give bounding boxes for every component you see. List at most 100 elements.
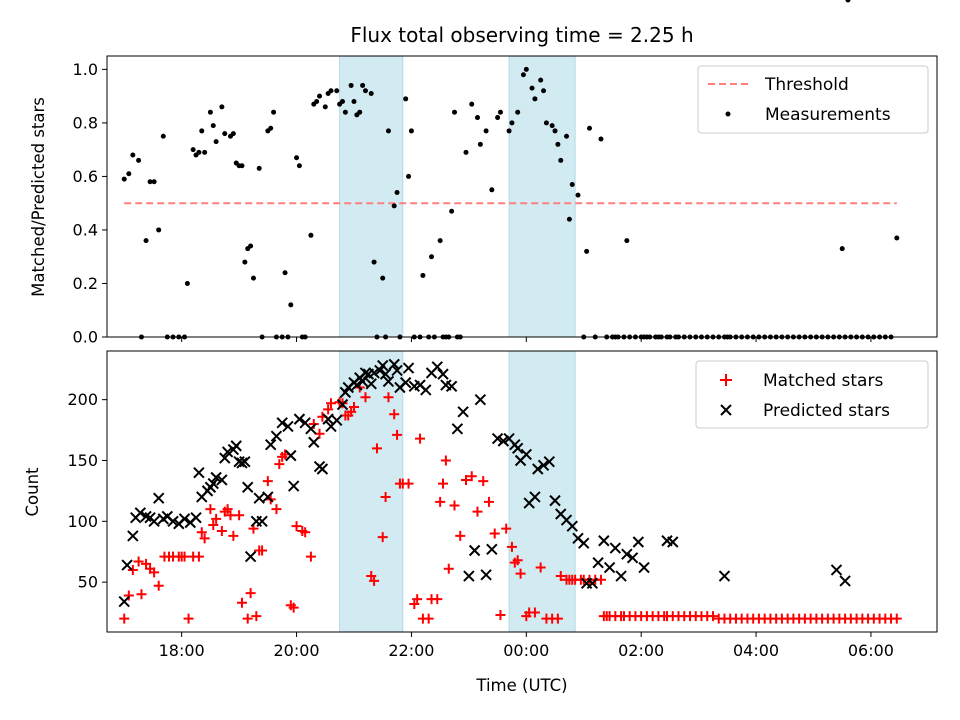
measurement-point bbox=[248, 243, 254, 249]
matched-star-point bbox=[412, 594, 423, 605]
matched-star-point bbox=[501, 523, 512, 534]
matched-star-point bbox=[472, 506, 483, 517]
predicted-star-point bbox=[391, 364, 403, 377]
measurement-point bbox=[368, 90, 374, 96]
bottom-x-axis: 18:00 20:00 22:00 00:00 02:00 04:00 06:00 bbox=[159, 632, 894, 660]
predicted-star-point bbox=[127, 530, 139, 542]
predicted-star-point bbox=[718, 570, 731, 582]
y-tick-label: 200 bbox=[67, 390, 98, 409]
measurement-point bbox=[515, 109, 521, 115]
bottom-axes-frame bbox=[106, 350, 938, 633]
predicted-star-point bbox=[270, 430, 283, 442]
measurement-point bbox=[495, 115, 501, 121]
matched-star-point bbox=[529, 607, 540, 618]
measurement-point bbox=[351, 98, 357, 104]
predicted-star-point bbox=[365, 378, 377, 390]
matched-star-point bbox=[271, 504, 282, 515]
predicted-star-point bbox=[134, 507, 147, 519]
matched-star-point bbox=[234, 510, 245, 521]
x-tick-label: 20:00 bbox=[273, 641, 319, 660]
matched-star-point bbox=[245, 588, 256, 599]
matched-star-point bbox=[495, 609, 506, 620]
measurement-point bbox=[268, 125, 274, 131]
measurement-point bbox=[385, 128, 391, 134]
top-y-axis: 0.0 0.2 0.4 0.6 0.8 1.0 bbox=[73, 60, 107, 347]
matched-stars-points bbox=[119, 382, 902, 624]
legend-matched-swatch bbox=[720, 374, 732, 386]
predicted-star-point bbox=[431, 361, 443, 373]
measurement-point bbox=[538, 77, 544, 83]
matched-star-point bbox=[377, 532, 388, 543]
bottom-panel: 50 100 150 200 18:00 20:00 22:00 00:00 02:00 04:… bbox=[23, 350, 938, 695]
predicted-star-point bbox=[264, 438, 277, 451]
predicted-star-point bbox=[420, 384, 432, 396]
measurement-point bbox=[489, 187, 495, 193]
predicted-star-point bbox=[621, 548, 633, 560]
predicted-star-point bbox=[331, 414, 343, 427]
measurement-point bbox=[317, 93, 323, 99]
measurement-point bbox=[403, 96, 409, 102]
measurement-point bbox=[219, 104, 225, 110]
matched-star-point bbox=[369, 575, 380, 586]
y-tick-label: 0.4 bbox=[73, 220, 98, 239]
predicted-star-point bbox=[287, 480, 300, 492]
bottom-y-axis: 50 100 150 200 bbox=[67, 390, 107, 592]
predicted-star-point bbox=[282, 420, 294, 433]
predicted-star-point bbox=[140, 510, 152, 523]
matched-star-point bbox=[242, 613, 253, 624]
predicted-star-point bbox=[529, 491, 541, 503]
measurement-point bbox=[348, 82, 354, 88]
measurement-point bbox=[156, 227, 162, 233]
measurement-point bbox=[469, 101, 475, 107]
measurement-point bbox=[282, 270, 288, 276]
legend-predicted-label: Predicted stars bbox=[763, 401, 890, 421]
predicted-star-point bbox=[219, 452, 231, 464]
predicted-star-point bbox=[638, 561, 650, 574]
matched-star-point bbox=[205, 504, 216, 515]
measurement-point bbox=[357, 109, 363, 115]
y-tick-label: 0.8 bbox=[73, 113, 98, 132]
predicted-star-point bbox=[667, 536, 679, 548]
measurement-point bbox=[566, 216, 572, 222]
measurement-point bbox=[271, 109, 277, 115]
matched-star-point bbox=[119, 613, 130, 624]
measurement-point bbox=[308, 232, 314, 238]
measurement-point bbox=[121, 176, 127, 182]
measurement-point bbox=[371, 259, 377, 265]
predicted-star-point bbox=[190, 511, 202, 524]
top-x-ticks bbox=[181, 337, 872, 342]
matched-star-point bbox=[392, 429, 403, 440]
predicted-star-point bbox=[468, 544, 481, 557]
predicted-star-point bbox=[210, 471, 222, 484]
matched-star-point bbox=[326, 398, 337, 409]
measurement-point bbox=[474, 115, 480, 121]
matched-star-point bbox=[136, 589, 147, 600]
measurement-point bbox=[202, 149, 208, 155]
predicted-star-point bbox=[474, 393, 487, 406]
top-legend: Threshold Measurements bbox=[697, 65, 929, 134]
measurement-point bbox=[334, 88, 340, 94]
predicted-star-point bbox=[242, 481, 254, 493]
measurement-point bbox=[130, 152, 136, 158]
legend-measurements-swatch bbox=[725, 111, 731, 117]
legend-threshold-label: Threshold bbox=[764, 75, 849, 95]
matched-star-point bbox=[423, 613, 434, 624]
measurement-point bbox=[391, 203, 397, 209]
predicted-star-point bbox=[830, 564, 843, 576]
matched-star-point bbox=[348, 401, 359, 412]
measurement-point bbox=[541, 88, 547, 94]
bottom-legend: Matched stars Predicted stars bbox=[695, 360, 929, 429]
y-tick-label: 100 bbox=[67, 512, 98, 531]
matched-star-point bbox=[360, 392, 371, 403]
measurement-point bbox=[564, 133, 570, 139]
predicted-star-point bbox=[118, 595, 130, 608]
matched-star-point bbox=[262, 476, 273, 487]
matched-star-point bbox=[314, 428, 325, 439]
measurement-point bbox=[196, 149, 202, 155]
measurement-point bbox=[314, 98, 320, 104]
legend-matched-label: Matched stars bbox=[763, 371, 883, 391]
measurement-point bbox=[523, 66, 529, 72]
measurement-point bbox=[340, 98, 346, 104]
y-tick-label: 1.0 bbox=[73, 60, 98, 79]
matched-star-point bbox=[211, 513, 222, 524]
